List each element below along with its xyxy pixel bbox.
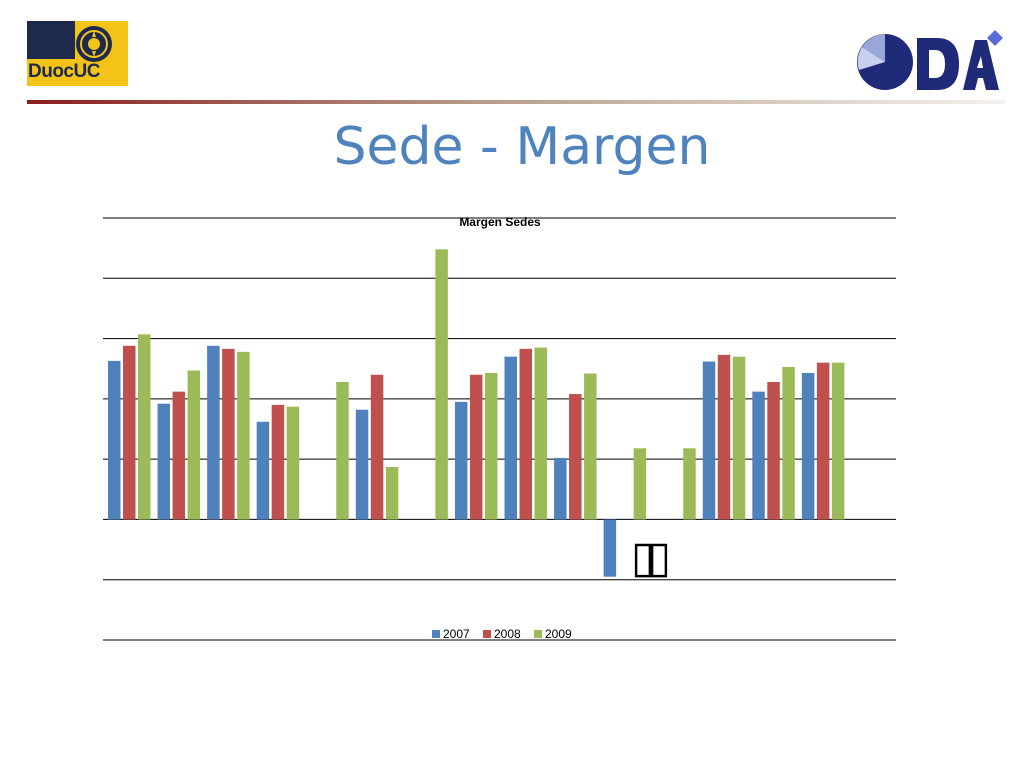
bar-2007-8 xyxy=(504,356,517,520)
logo-navy-block xyxy=(27,21,75,59)
bar-2007-12 xyxy=(702,361,716,520)
bar-2008-5 xyxy=(370,374,384,520)
legend-label-2009: 2009 xyxy=(545,627,572,641)
bar-2009-1 xyxy=(187,370,201,520)
bar-2007-5 xyxy=(355,409,369,520)
logo-wordmark: DuocUC xyxy=(28,61,100,82)
bar-2009-10 xyxy=(633,448,647,520)
legend-swatch-2008 xyxy=(483,630,491,638)
oai-logo-text: OAI xyxy=(929,92,931,95)
glyph-annotation: ▯ xyxy=(647,533,671,582)
duoc-uc-logo: DuocUC xyxy=(27,21,128,86)
glyph-annotation: ▯ xyxy=(631,533,655,582)
bar-2008-0 xyxy=(123,345,136,520)
bar-2008-2 xyxy=(222,348,235,520)
oai-logo: OAI xyxy=(857,30,1003,95)
bar-2009-11 xyxy=(683,448,696,520)
bar-2009-6 xyxy=(435,249,448,520)
bar-2007-1 xyxy=(157,403,171,520)
bar-2007-13 xyxy=(752,391,765,520)
bar-2008-9 xyxy=(569,394,582,520)
legend-swatch-2009 xyxy=(534,630,542,638)
glyph-annotations: ▯▯ xyxy=(631,533,671,582)
bar-2009-7 xyxy=(484,372,498,520)
legend-swatch-2007 xyxy=(432,630,440,638)
bar-2008-1 xyxy=(172,391,186,520)
chart-title: Margen Sedes xyxy=(459,215,541,229)
bar-2007-7 xyxy=(454,401,468,520)
bar-2008-3 xyxy=(271,404,285,520)
bar-2007-0 xyxy=(108,360,121,520)
bar-2008-13 xyxy=(767,381,780,520)
bar-2007-3 xyxy=(256,421,270,520)
bar-2009-2 xyxy=(237,351,250,520)
bar-2007-14 xyxy=(801,372,815,520)
legend-label-2008: 2008 xyxy=(494,627,521,641)
crest-icon xyxy=(76,26,112,62)
bar-2007-9 xyxy=(554,457,567,520)
bar-2007-2 xyxy=(207,345,220,520)
bar-2008-8 xyxy=(519,348,532,520)
bar-2008-14 xyxy=(816,362,830,520)
bar-2009-3 xyxy=(286,406,300,520)
bar-2007-10 xyxy=(603,519,617,577)
bar-2009-8 xyxy=(534,347,547,520)
bar-2009-0 xyxy=(138,334,151,520)
bar-2009-4 xyxy=(336,381,349,520)
bar-2009-13 xyxy=(782,366,795,520)
bar-2009-9 xyxy=(584,373,597,520)
bar-2008-7 xyxy=(469,374,483,520)
header-divider xyxy=(27,100,1005,104)
bar-2009-12 xyxy=(732,356,746,520)
bar-2009-14 xyxy=(831,362,845,520)
legend-label-2007: 2007 xyxy=(443,627,470,641)
legend: 2007 2008 2009 xyxy=(432,627,572,641)
bars xyxy=(108,249,845,577)
bar-2009-5 xyxy=(385,466,399,520)
page-title: Sede - Margen xyxy=(333,117,711,177)
bar-2008-12 xyxy=(717,354,731,520)
